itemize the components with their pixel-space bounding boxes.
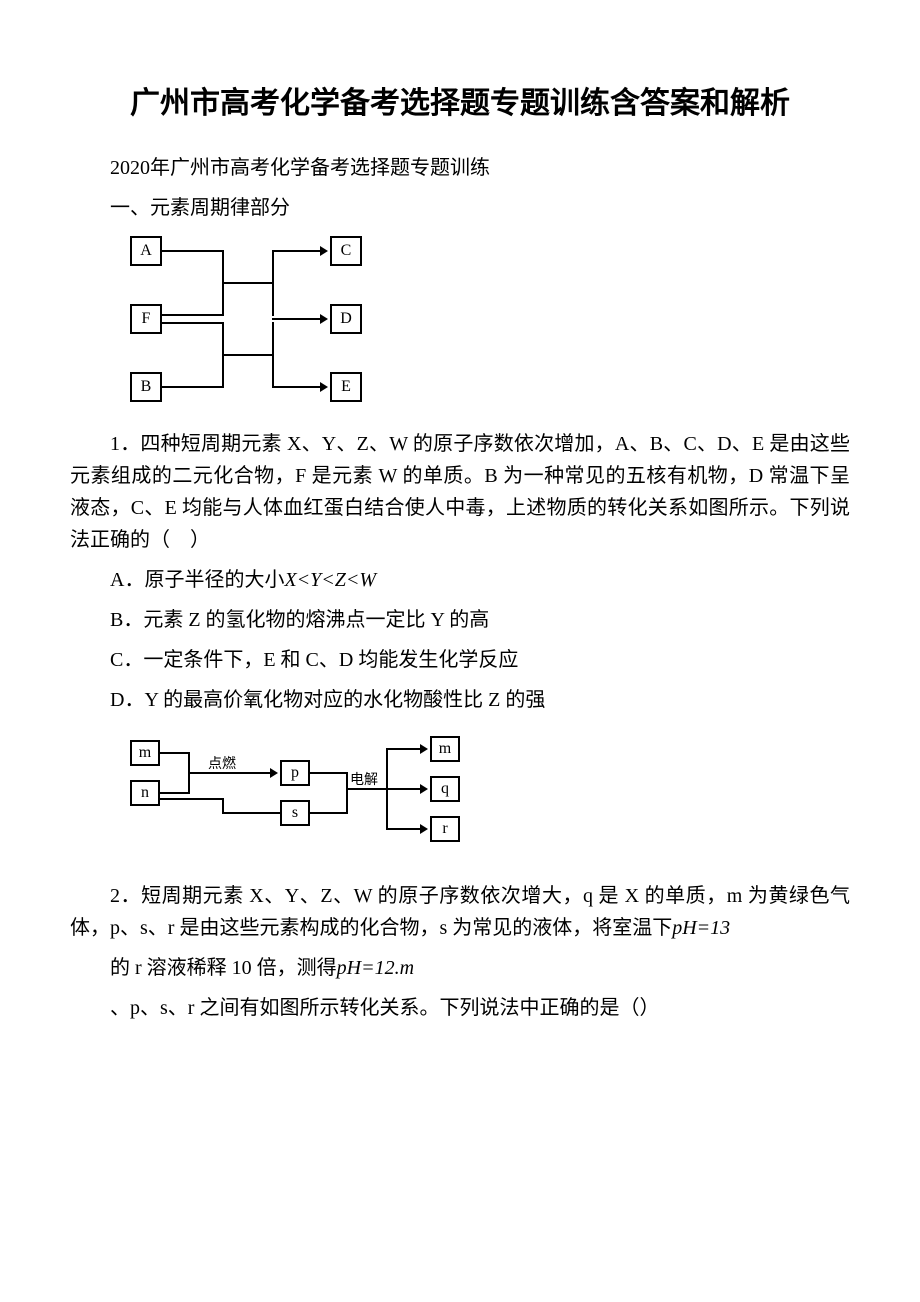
line-mid-bot (222, 354, 272, 356)
document-title: 广州市高考化学备考选择题专题训练含答案和解析 (70, 80, 850, 128)
section-header: 一、元素周期律部分 (70, 192, 850, 224)
d2-line-to-r (386, 828, 422, 830)
d2-line-s-bot (222, 812, 280, 814)
d2-line-to-q (386, 788, 422, 790)
line-to-C (272, 250, 322, 252)
d2-line-s-out (310, 812, 346, 814)
d2-arrow-m2 (420, 744, 428, 754)
node-F: F (130, 304, 162, 334)
line-F1 (162, 314, 222, 316)
option-1A-label: A．原子半径的大小 (110, 569, 284, 591)
node-q: q (430, 776, 460, 802)
d2-arrow-p (270, 768, 278, 778)
diagram-2: m n p s m q r 点燃 电解 (130, 728, 490, 868)
d2-line-p-out (310, 772, 346, 774)
q2-text2: 的 r 溶液稀释 10 倍，测得 (110, 957, 337, 979)
vline-right-top (272, 250, 274, 316)
q2-math2: pH=12.m (337, 957, 414, 979)
arrow-C (320, 246, 328, 256)
d2-line-n (160, 792, 188, 794)
option-1A-math: X<Y<Z<W (284, 569, 376, 591)
d2-label-ignite: 点燃 (208, 754, 236, 776)
d2-vline-2 (346, 772, 348, 814)
node-C: C (330, 236, 362, 266)
diagram-2-container: m n p s m q r 点燃 电解 (130, 728, 850, 868)
line-to-E (272, 386, 322, 388)
option-1C: C．一定条件下，E 和 C、D 均能发生化学反应 (70, 644, 850, 676)
node-p: p (280, 760, 310, 786)
d2-line-m (160, 752, 188, 754)
diagram-1-container: A F B C D E (130, 236, 850, 416)
line-A (162, 250, 222, 252)
line-to-D (272, 318, 322, 320)
arrow-E (320, 382, 328, 392)
node-m1: m (130, 740, 160, 766)
q2-math1: pH=13 (672, 917, 730, 939)
d2-line-to-m2 (386, 748, 422, 750)
option-1B: B．元素 Z 的氢化物的熔沸点一定比 Y 的高 (70, 604, 850, 636)
diagram-1: A F B C D E (130, 236, 410, 416)
q2-text1: 2．短周期元素 X、Y、Z、W 的原子序数依次增大，q 是 X 的单质，m 为黄… (70, 885, 850, 939)
option-1A: A．原子半径的大小X<Y<Z<W (70, 564, 850, 596)
d2-arrow-q (420, 784, 428, 794)
document-container: 广州市高考化学备考选择题专题训练含答案和解析 2020年广州市高考化学备考选择题… (70, 80, 850, 1024)
document-subtitle: 2020年广州市高考化学备考选择题专题训练 (70, 152, 850, 184)
arrow-D (320, 314, 328, 324)
node-r: r (430, 816, 460, 842)
line-B (162, 386, 222, 388)
line-mid-top (222, 282, 272, 284)
d2-arrow-r (420, 824, 428, 834)
line-F2 (162, 322, 222, 324)
d2-vline-ns (222, 798, 224, 812)
vline-right-bot (272, 322, 274, 388)
node-B: B (130, 372, 162, 402)
node-D: D (330, 304, 362, 334)
question-2-text1: 2．短周期元素 X、Y、Z、W 的原子序数依次增大，q 是 X 的单质，m 为黄… (70, 880, 850, 944)
node-m2: m (430, 736, 460, 762)
option-1D: D．Y 的最高价氧化物对应的水化物酸性比 Z 的强 (70, 684, 850, 716)
d2-line-n2 (160, 798, 222, 800)
d2-label-elec: 电解 (350, 770, 378, 792)
node-n: n (130, 780, 160, 806)
node-E: E (330, 372, 362, 402)
question-2-text3: 、p、s、r 之间有如图所示转化关系。下列说法中正确的是（） (70, 992, 850, 1024)
question-2-text2: 的 r 溶液稀释 10 倍，测得pH=12.m (70, 952, 850, 984)
question-1-text: 1．四种短周期元素 X、Y、Z、W 的原子序数依次增加，A、B、C、D、E 是由… (70, 428, 850, 556)
node-A: A (130, 236, 162, 266)
node-s: s (280, 800, 310, 826)
